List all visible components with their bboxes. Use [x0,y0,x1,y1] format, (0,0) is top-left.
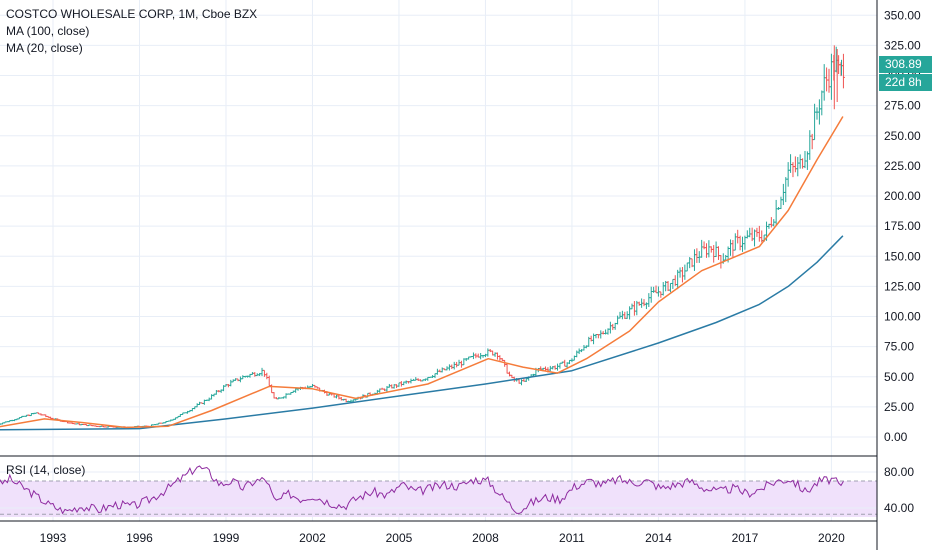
time-tick-label: 2008 [472,531,499,545]
price-tick-label: 250.00 [884,129,921,143]
price-tick-label: 150.00 [884,249,921,263]
price-tick-label: 175.00 [884,219,921,233]
time-tick-label: 1999 [213,531,240,545]
price-tick-label: 225.00 [884,159,921,173]
time-tick-label: 2014 [645,531,672,545]
time-tick-label: 2005 [386,531,413,545]
rsi-tick-label: 40.00 [884,501,914,515]
time-tick-label: 2011 [559,531,585,545]
ma20-legend: MA (20, close) [6,41,83,55]
time-tick-label: 2002 [299,531,326,545]
price-tick-label: 0.00 [884,430,908,444]
time-tick-label: 1993 [40,531,67,545]
last-price-badge: 308.89 [879,56,932,73]
rsi-tick-label: 80.00 [884,465,914,479]
price-tick-label: 25.00 [884,400,914,414]
price-tick-label: 275.00 [884,99,921,113]
price-tick-label: 350.00 [884,8,921,22]
chart-title: COSTCO WHOLESALE CORP, 1M, Cboe BZX [6,7,258,21]
rsi-legend: RSI (14, close) [6,463,86,477]
price-tick-label: 100.00 [884,310,921,324]
ma100-legend: MA (100, close) [6,24,90,38]
time-tick-label: 1996 [126,531,153,545]
price-tick-label: 200.00 [884,189,921,203]
price-tick-label: 50.00 [884,370,914,384]
time-tick-label: 2017 [732,531,759,545]
price-tick-label: 125.00 [884,279,921,293]
countdown-badge: 22d 8h [879,74,932,91]
rsi-line [0,465,844,515]
ma20-line [0,116,844,429]
price-tick-label: 325.00 [884,38,921,52]
time-tick-label: 2020 [818,531,845,545]
price-tick-label: 75.00 [884,340,914,354]
ma100-line [0,235,844,431]
